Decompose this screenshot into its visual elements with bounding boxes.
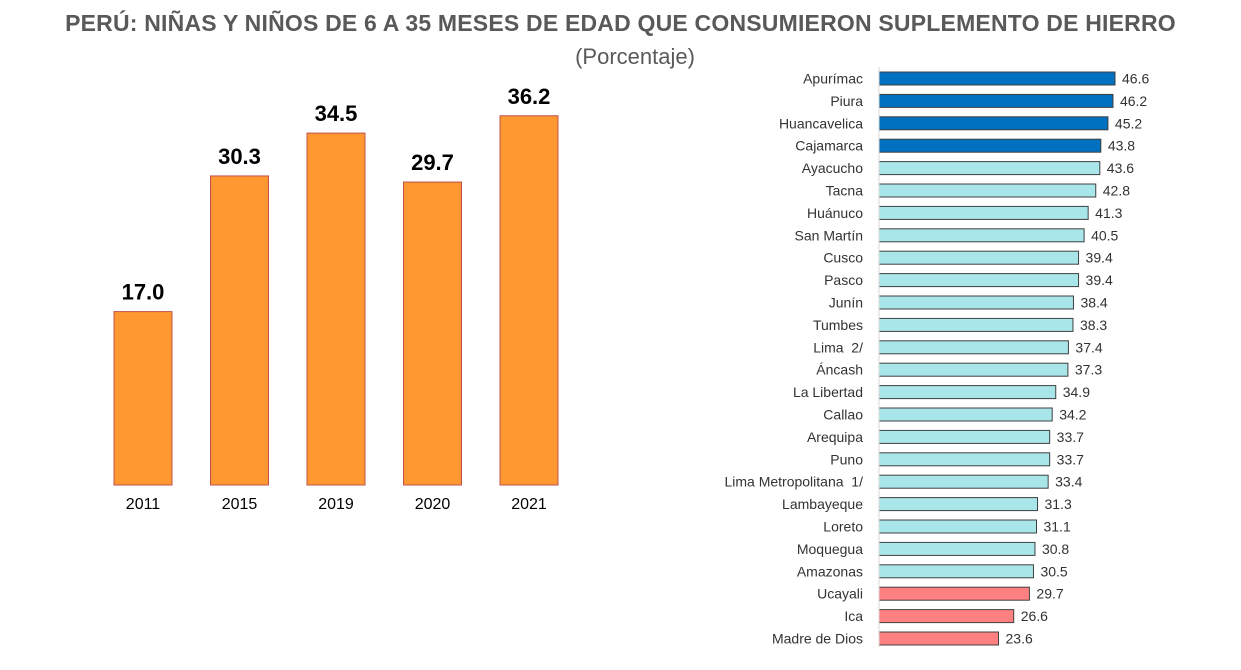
- region-value-label: 38.4: [1080, 295, 1107, 311]
- region-bar: [878, 295, 1074, 310]
- region-label: Ucayali: [817, 586, 863, 602]
- region-label: Madre de Dios: [772, 631, 863, 647]
- region-bar: [878, 609, 1015, 624]
- region-value-label: 31.3: [1045, 496, 1072, 512]
- region-value-label: 26.6: [1021, 608, 1048, 624]
- region-value-label: 42.8: [1103, 183, 1130, 199]
- region-value-label: 30.8: [1042, 541, 1069, 557]
- region-label: Apurímac: [803, 71, 863, 87]
- region-value-label: 46.2: [1120, 93, 1147, 109]
- region-value-label: 43.8: [1108, 138, 1135, 154]
- region-bar: [878, 228, 1085, 243]
- region-bar: [878, 138, 1102, 153]
- region-bar: [878, 474, 1049, 489]
- region-value-label: 33.7: [1057, 429, 1084, 445]
- year-axis-label: 2015: [222, 496, 258, 513]
- region-bar: [878, 250, 1080, 265]
- page-subtitle: (Porcentaje): [575, 44, 695, 69]
- region-value-label: 33.7: [1057, 451, 1084, 467]
- region-label: Ayacucho: [802, 160, 863, 176]
- region-value-label: 41.3: [1095, 205, 1122, 221]
- region-label: Piura: [830, 93, 863, 109]
- year-axis-label: 2021: [511, 496, 547, 513]
- yearly-column-chart: 17.0 2011 30.3 2015 34.5 2019 29.7 2020 36.2 2021: [113, 84, 559, 513]
- region-bar: [878, 497, 1039, 512]
- year-bar-2021: [499, 115, 559, 486]
- year-value-label: 36.2: [508, 84, 551, 109]
- region-bar: [878, 631, 1000, 646]
- region-value-label: 46.6: [1122, 71, 1149, 87]
- region-value-label: 40.5: [1091, 227, 1118, 243]
- region-value-label: 39.4: [1086, 272, 1113, 288]
- region-label: Loreto: [823, 519, 863, 535]
- region-bar: [878, 205, 1089, 220]
- region-value-label: 37.3: [1075, 362, 1102, 378]
- region-value-label: 37.4: [1075, 339, 1102, 355]
- year-axis-label: 2020: [415, 496, 451, 513]
- region-label: La Libertad: [793, 384, 863, 400]
- region-bar-chart: Apurímac 46.6 Piura 46.2 Huancavelica 45.2 Caj…: [724, 67, 1149, 647]
- region-bar: [878, 317, 1074, 332]
- region-value-label: 38.3: [1080, 317, 1107, 333]
- year-value-label: 29.7: [411, 150, 454, 175]
- region-label: Cajamarca: [795, 138, 863, 154]
- year-axis-label: 2019: [318, 496, 354, 513]
- region-bar: [878, 71, 1116, 86]
- year-value-label: 30.3: [218, 144, 261, 169]
- region-label: Áncash: [816, 362, 863, 378]
- region-bar: [878, 340, 1069, 355]
- region-value-label: 45.2: [1115, 115, 1142, 131]
- region-value-label: 34.2: [1059, 407, 1086, 423]
- region-bar: [878, 452, 1051, 467]
- year-bar-2011: [113, 311, 173, 486]
- region-bar: [878, 586, 1030, 601]
- region-bar: [878, 429, 1051, 444]
- region-value-label: 33.4: [1055, 474, 1082, 490]
- region-value-label: 23.6: [1006, 631, 1033, 647]
- region-label: Huánuco: [807, 205, 863, 221]
- region-bar: [878, 161, 1101, 176]
- region-label: Cusco: [823, 250, 863, 266]
- region-value-label: 30.5: [1040, 563, 1067, 579]
- region-label: Pasco: [824, 272, 863, 288]
- region-label: Puno: [830, 451, 863, 467]
- region-label: Huancavelica: [779, 115, 863, 131]
- region-label: Tacna: [826, 183, 864, 199]
- region-value-label: 31.1: [1044, 519, 1071, 535]
- year-bar-2019: [306, 132, 366, 486]
- page-title: PERÚ: NIÑAS Y NIÑOS DE 6 A 35 MESES DE E…: [65, 10, 1176, 36]
- region-value-label: 34.9: [1063, 384, 1090, 400]
- region-label: San Martín: [795, 227, 863, 243]
- region-label: Callao: [823, 407, 863, 423]
- region-bar: [878, 564, 1034, 579]
- region-bar: [878, 273, 1080, 288]
- year-value-label: 17.0: [122, 280, 165, 305]
- region-label: Amazonas: [797, 563, 863, 579]
- region-bar: [878, 362, 1069, 377]
- year-bar-2020: [403, 181, 462, 486]
- region-bar: [878, 93, 1114, 108]
- region-bar: [878, 407, 1053, 422]
- region-label: Lambayeque: [782, 496, 863, 512]
- region-value-label: 29.7: [1036, 586, 1063, 602]
- year-value-label: 34.5: [315, 101, 358, 126]
- region-label: Lima 2/: [813, 339, 863, 355]
- year-axis-label: 2011: [126, 496, 161, 513]
- region-bar: [878, 519, 1038, 534]
- region-bar: [878, 183, 1097, 198]
- region-label: Moquegua: [797, 541, 863, 557]
- region-label: Lima Metropolitana 1/: [724, 474, 863, 490]
- region-value-label: 43.6: [1107, 160, 1134, 176]
- year-bar-2015: [210, 175, 269, 486]
- region-label: Arequipa: [807, 429, 863, 445]
- region-label: Junín: [829, 295, 863, 311]
- region-bar: [878, 385, 1057, 400]
- region-value-label: 39.4: [1086, 250, 1113, 266]
- region-bar: [878, 541, 1036, 556]
- region-bar: [878, 116, 1109, 131]
- region-label: Tumbes: [813, 317, 863, 333]
- region-label: Ica: [844, 608, 863, 624]
